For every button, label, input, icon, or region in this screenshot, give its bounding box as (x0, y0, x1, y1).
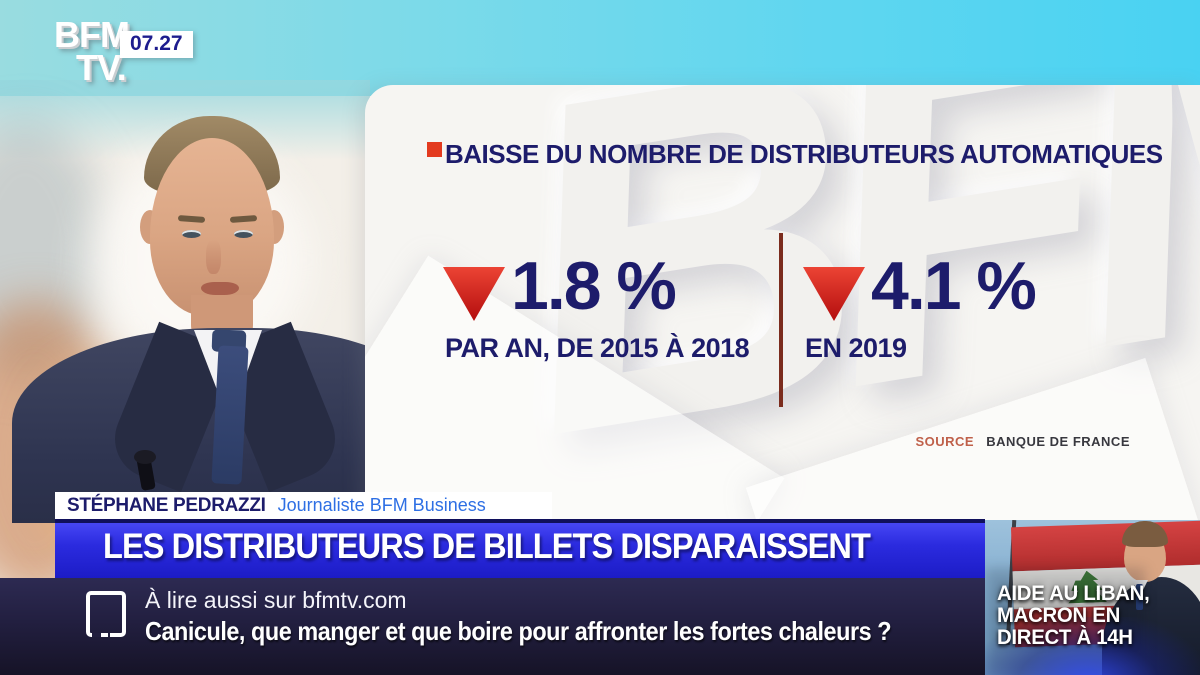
red-square-bullet-icon (427, 142, 442, 157)
flag-red-band (1010, 520, 1200, 572)
macron-tie (1136, 584, 1143, 610)
breaking-line: MACRON EN (997, 604, 1120, 627)
source-label: SOURCE (915, 434, 975, 449)
infographic-title: BAISSE DU NOMBRE DE DISTRIBUTEURS AUTOMA… (445, 139, 1163, 169)
stat-block-2019: 4.1 % EN 2019 (803, 248, 1153, 455)
blue-glow (985, 617, 1200, 675)
stat-label: PAR AN, DE 2015 À 2018 (445, 333, 750, 363)
ticker-line1: À lire aussi sur bfmtv.com (145, 587, 407, 613)
anchor-eye (182, 230, 201, 238)
news-ticker: À lire aussi sur bfmtv.com Canicule, que… (0, 578, 985, 675)
stat-divider (779, 233, 783, 407)
stat-label: EN 2019 (805, 333, 907, 363)
breaking-news-box: AIDE AU LIBAN, MACRON EN DIRECT À 14H (985, 520, 1200, 675)
screen-icon-dot (101, 633, 108, 637)
headline-text: LES DISTRIBUTEURS DE BILLETS DISPARAISSE… (103, 527, 871, 566)
breaking-text: AIDE AU LIBAN, MACRON EN DIRECT À 14H (997, 582, 1150, 649)
down-triangle-icon (443, 267, 505, 321)
source-line: SOURCE BANQUE DE FRANCE (915, 434, 1130, 449)
screen-icon (86, 591, 126, 637)
stat-block-2015-2018: 1.8 % PAR AN, DE 2015 À 2018 (443, 248, 793, 455)
logo-line1: BFM (54, 14, 130, 55)
anchor-eye (234, 230, 253, 238)
source-value: BANQUE DE FRANCE (986, 434, 1130, 449)
headline-banner: LES DISTRIBUTEURS DE BILLETS DISPARAISSE… (55, 519, 985, 578)
clock: 07.27 (120, 31, 193, 58)
breaking-line: AIDE AU LIBAN, (997, 582, 1150, 605)
macron-hair (1122, 521, 1168, 547)
anchor-mouth (201, 282, 239, 295)
ticker-line2: Canicule, que manger et que boire pour a… (145, 616, 892, 646)
stat-value: 4.1 % (871, 248, 1037, 324)
microphone-icon (134, 450, 156, 464)
down-triangle-icon (803, 267, 865, 321)
stat-value: 1.8 % (511, 248, 677, 324)
bfmtv-logo: BFM TV. (54, 14, 130, 89)
anchor-nose (206, 240, 221, 274)
name-strap: STÉPHANE PEDRAZZI Journaliste BFM Busine… (55, 492, 552, 519)
breaking-line: DIRECT À 14H (997, 626, 1133, 649)
anchor-role: Journaliste BFM Business (277, 495, 486, 515)
anchor-name: STÉPHANE PEDRAZZI (67, 494, 266, 516)
infographic-panel: BFM BAISSE DU NOMBRE DE DISTRIBUTEURS AU… (365, 85, 1200, 521)
logo-line2: TV. (76, 47, 127, 89)
